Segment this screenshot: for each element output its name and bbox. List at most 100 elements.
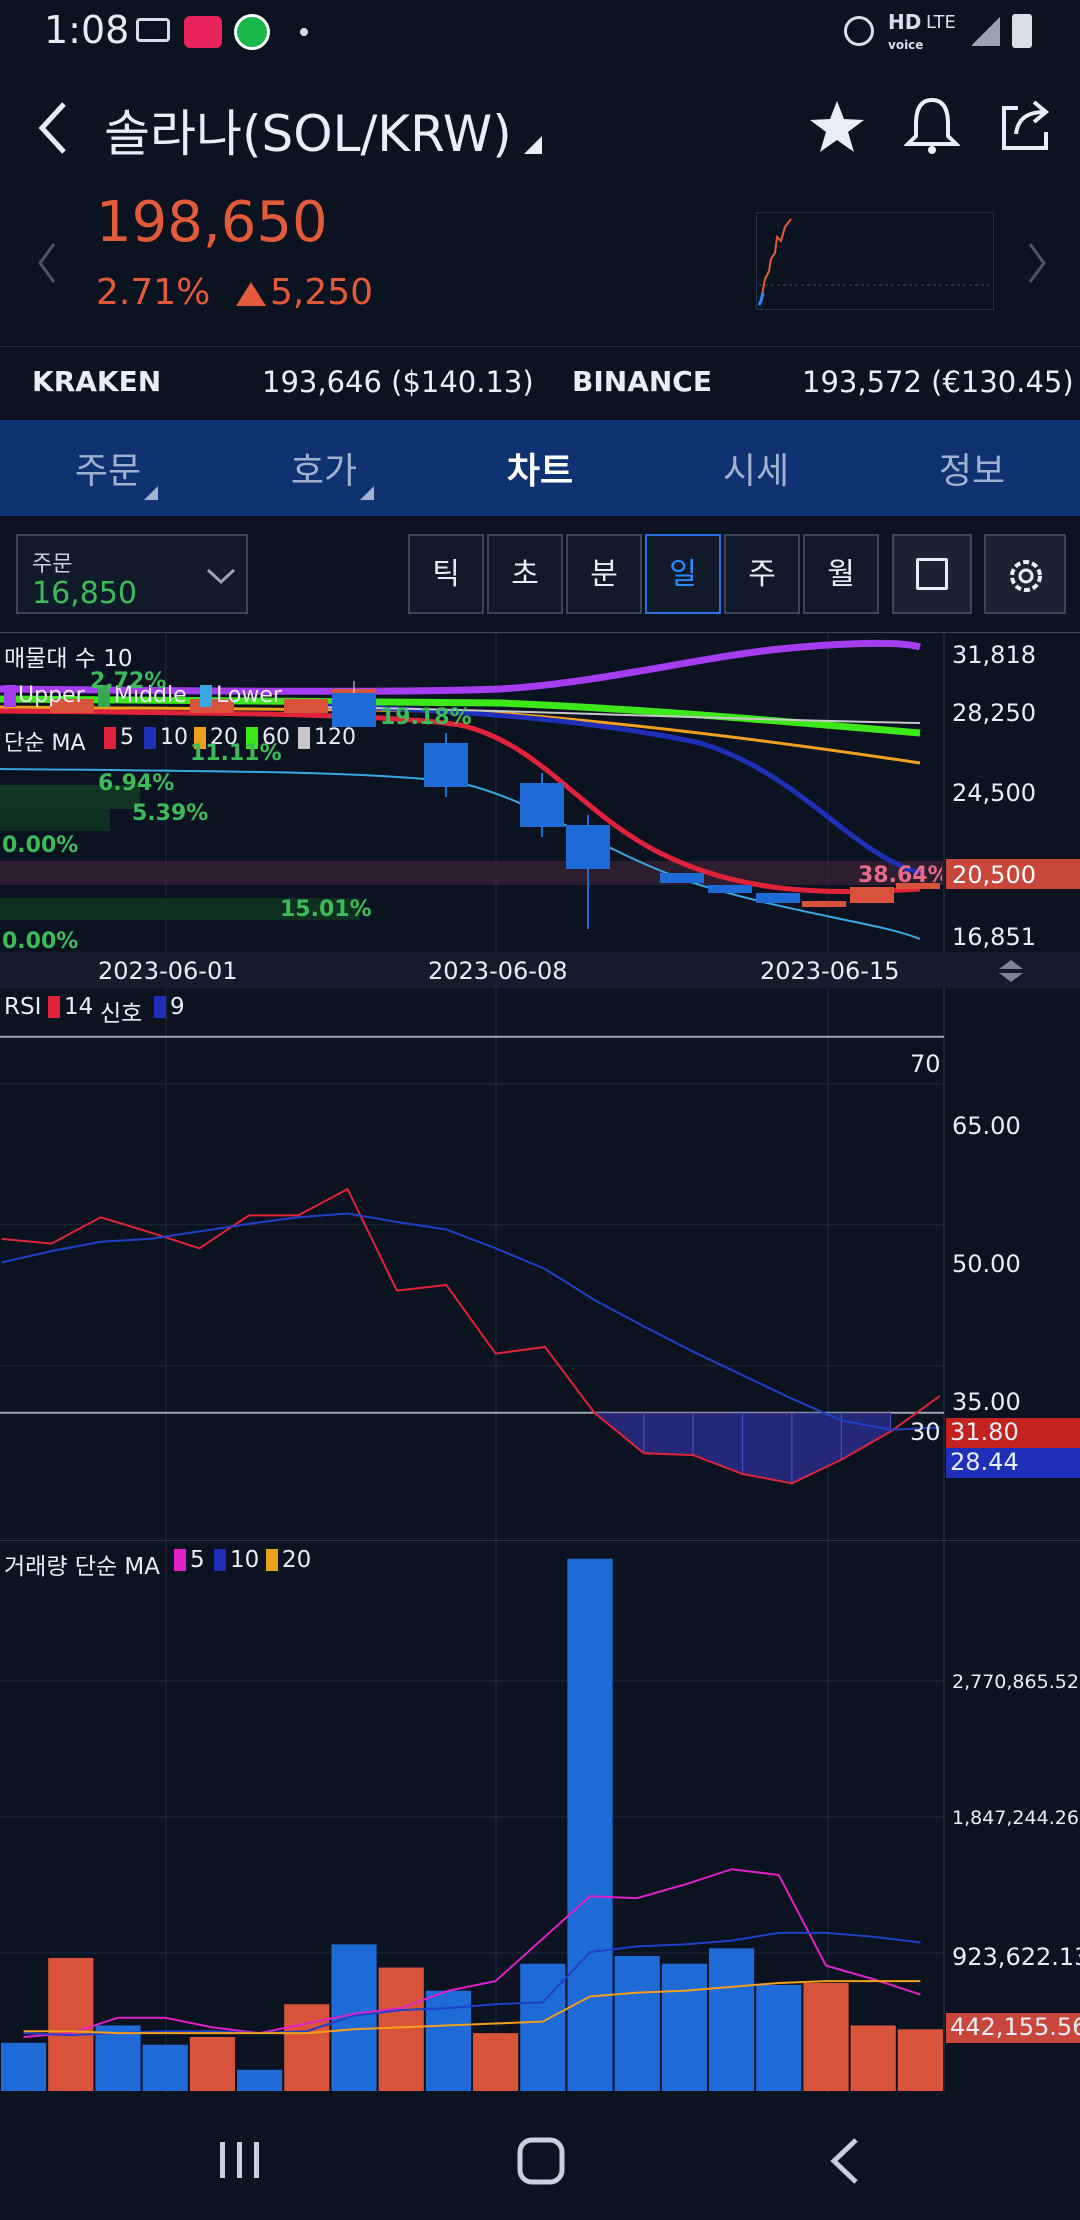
chevron-down-icon — [206, 568, 236, 585]
chart-settings-button[interactable] — [984, 534, 1066, 614]
back-icon[interactable] — [826, 2136, 862, 2186]
legend-ma10-swatch — [144, 727, 156, 749]
y-tick: 24,500 — [952, 779, 1036, 807]
volume-ma-line — [23, 1980, 921, 2035]
price-chart[interactable]: 매물대 수 10 Upper Middle Lower 단순 MA 5 10 2… — [0, 632, 1080, 954]
signal-swatch — [154, 996, 166, 1018]
current-price: 198,650 — [96, 190, 328, 255]
rsi-value-tag: 31.80 — [946, 1418, 1080, 1448]
legend-ma20: 20 — [210, 725, 238, 750]
interval-month[interactable]: 월 — [803, 534, 879, 614]
profile-pct-label: 19.18% — [380, 705, 472, 730]
mini-chart-sparkline — [757, 218, 991, 306]
battery-icon — [1012, 14, 1032, 48]
volume-bar — [284, 2004, 330, 2091]
volume-bar — [661, 1963, 707, 2091]
volume-value-tag: 442,155.561 — [946, 2013, 1080, 2043]
vol-ma20: 20 — [282, 1547, 312, 1573]
profile-pct-label: 38.64% — [858, 863, 942, 888]
y-tick: 31,818 — [952, 641, 1036, 669]
legend-ma60-swatch — [246, 727, 258, 749]
interval-day[interactable]: 일 — [645, 534, 721, 614]
tab-dropdown-icon — [144, 486, 158, 500]
tab-chart[interactable]: 차트 — [506, 451, 574, 492]
y-tick: 16,851 — [952, 923, 1036, 951]
volume-bar — [756, 1984, 802, 2091]
signal-icon — [972, 16, 1000, 46]
notification-bell-icon[interactable] — [904, 96, 960, 156]
vol-ma10-swatch — [214, 1549, 226, 1571]
legend-ma120-swatch — [298, 727, 310, 749]
tab-orderbook[interactable]: 호가 — [290, 451, 358, 492]
recent-apps-icon[interactable] — [216, 2138, 264, 2182]
profile-pct-label: 6.94% — [98, 771, 175, 796]
rsi-chart — [0, 988, 945, 1540]
title-dropdown-icon[interactable] — [524, 136, 542, 154]
interval-minute[interactable]: 분 — [566, 534, 642, 614]
dot-icon — [300, 28, 308, 36]
tab-info[interactable]: 정보 — [938, 451, 1006, 492]
favorite-star-icon[interactable] — [808, 98, 866, 156]
legend-middle-swatch — [98, 685, 110, 707]
x-tick: 2023-06-15 — [760, 957, 900, 985]
back-arrow-icon[interactable] — [36, 100, 72, 156]
rsi-series-line — [1, 1187, 941, 1485]
x-tick: 2023-06-01 — [98, 957, 238, 985]
y-tick: 65.00 — [952, 1112, 1021, 1140]
change-amount: 5,250 — [270, 272, 374, 313]
vol-ma5-swatch — [174, 1549, 186, 1571]
volume-bar — [378, 1967, 424, 2091]
resize-handle-icon[interactable] — [996, 958, 1026, 984]
ya-app-icon — [184, 16, 222, 48]
volume-chart — [0, 1541, 945, 2095]
exchange-value: 193,646 ($140.13) — [262, 365, 534, 399]
interval-week[interactable]: 주 — [724, 534, 800, 614]
volume-ma-line — [23, 1868, 921, 2038]
rsi-label: RSI — [4, 994, 42, 1020]
volume-bar — [567, 1558, 613, 2091]
price-chart-canvas — [0, 633, 1080, 953]
rsi-period: 14 — [64, 994, 94, 1020]
volume-panel[interactable]: 거래량 단순 MA 5 10 20 2,770,865.522 1,847,24… — [0, 1540, 1080, 2095]
home-icon[interactable] — [516, 2136, 566, 2186]
exchange-prices: KRAKEN 193,646 ($140.13) BINANCE 193,572… — [0, 346, 1080, 421]
share-icon[interactable] — [998, 96, 1054, 154]
legend-ma60: 60 — [262, 725, 290, 750]
tab-market[interactable]: 시세 — [722, 451, 790, 492]
current-price-tag: 20,500 — [952, 861, 1036, 889]
system-nav-bar — [0, 2094, 1080, 2220]
gear-icon — [1010, 560, 1042, 592]
signal-value-tag: 28.44 — [946, 1448, 1080, 1478]
next-coin-icon[interactable] — [1026, 242, 1048, 284]
legend-upper-swatch — [4, 685, 16, 707]
volume-bar — [850, 2025, 896, 2091]
legend-ma5: 5 — [120, 725, 134, 750]
volume-bar — [520, 1963, 566, 2091]
prev-coin-icon[interactable] — [36, 242, 58, 284]
vol-ma10: 10 — [230, 1547, 260, 1573]
page-title[interactable]: 솔라나(SOL/KRW) — [104, 105, 512, 163]
change-percent: 2.71% — [96, 272, 211, 313]
legend-ma-label: 단순 MA — [4, 731, 86, 756]
volume-bar — [48, 1957, 94, 2091]
profile-pct-label: 0.00% — [2, 929, 79, 954]
alarm-icon — [844, 16, 874, 46]
rsi-panel[interactable]: RSI 14 신호 9 70 65.00 50.00 35.00 30 31.8… — [0, 988, 1080, 1540]
volume-label: 거래량 단순 MA — [4, 1554, 161, 1580]
fullscreen-button[interactable] — [892, 534, 972, 614]
volume-bar — [237, 2069, 283, 2091]
interval-tick[interactable]: 틱 — [408, 534, 484, 614]
main-tabs: 주문 호가 차트 시세 정보 — [0, 420, 1080, 516]
exchange-name: BINANCE — [572, 365, 712, 398]
volume-profile-legend: 매물대 수 10 — [4, 646, 133, 672]
interval-second[interactable]: 초 — [487, 534, 563, 614]
order-select-value: 16,850 — [32, 576, 137, 611]
y-tick: 2,770,865.522 — [952, 1671, 1080, 1693]
status-time: 1:08 — [44, 8, 130, 52]
profile-pct-label: 0.00% — [2, 833, 79, 858]
tab-order[interactable]: 주문 — [74, 451, 142, 492]
order-quantity-select[interactable]: 주문 16,850 — [16, 534, 248, 614]
vol-ma20-swatch — [266, 1549, 278, 1571]
legend-lower-swatch — [200, 685, 212, 707]
mini-chart[interactable] — [756, 212, 994, 310]
